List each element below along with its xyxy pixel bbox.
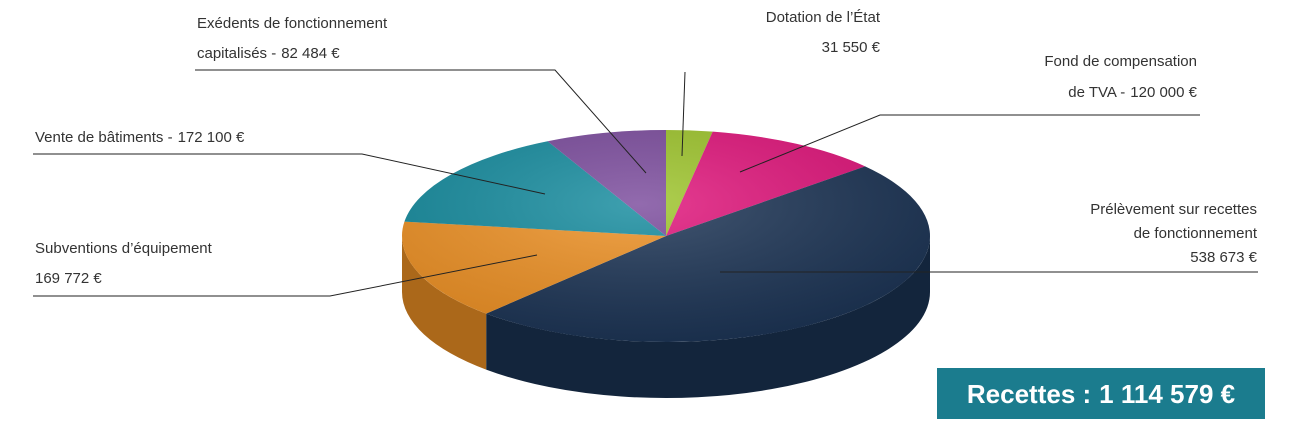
slice-label: de TVA - 120 000 € (1068, 84, 1197, 101)
value-label: 169 772 € (35, 270, 102, 287)
slice-label: de fonctionnement (1134, 225, 1258, 242)
total-value: 1 114 579 € (1099, 379, 1235, 409)
leader-line (33, 153, 546, 195)
slice-label: Prélèvement sur recettes (1090, 201, 1257, 218)
slice-label: Vente de bâtiments - 172 100 € (35, 129, 245, 146)
label-text: Fond de compensation (1044, 53, 1197, 70)
leader-line (739, 114, 1200, 173)
value-label: 538 673 € (1190, 249, 1257, 266)
leader-line (681, 71, 686, 157)
label-text: Dotation de l’État (766, 9, 881, 26)
slice-label: Dotation de l’État (766, 9, 881, 26)
label-text: de TVA - (1068, 84, 1125, 101)
value-label: 31 550 € (822, 39, 881, 56)
total-box (937, 368, 1265, 419)
value-label: 82 484 € (281, 45, 340, 62)
leader-line (195, 69, 647, 174)
label-text: Prélèvement sur recettes (1090, 201, 1257, 218)
label-text: capitalisés - (197, 45, 276, 62)
label-text: Exédents de fonctionnement (197, 15, 388, 32)
slice-side (486, 236, 931, 399)
leader-line (33, 254, 538, 297)
value-label: 172 100 € (178, 129, 245, 146)
slice-label: Subventions d’équipement (35, 240, 213, 257)
total: Recettes : 1 114 579 € (967, 379, 1235, 409)
label-text: de fonctionnement (1134, 225, 1258, 242)
slice-label: Exédents de fonctionnement (197, 15, 388, 32)
value-label: 120 000 € (1130, 84, 1197, 101)
label-text: Vente de bâtiments - (35, 129, 173, 146)
total-label: Recettes : (967, 379, 1091, 409)
slice-label: Fond de compensation (1044, 53, 1197, 70)
slice-label: capitalisés - 82 484 € (197, 45, 340, 62)
label-text: Subventions d’équipement (35, 240, 213, 257)
